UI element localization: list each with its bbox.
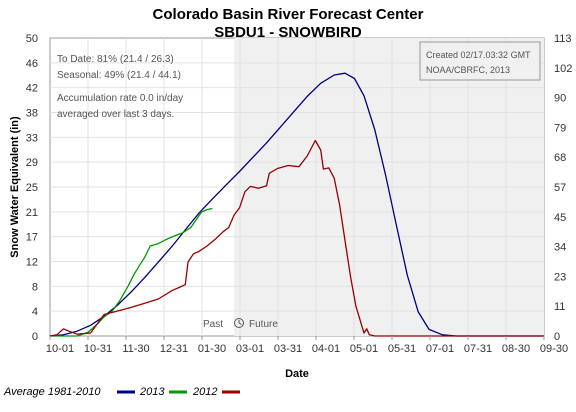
x-tick-label: 07-01 — [426, 343, 454, 355]
clock-icon — [234, 318, 244, 328]
future-label: Future — [249, 319, 278, 330]
note-created: Created 02/17.03:32 GMT — [426, 50, 531, 60]
series-line — [49, 72, 544, 337]
grid-lines — [50, 38, 544, 336]
legend-label-average: Average 1981-2010 — [3, 386, 101, 398]
y-tick-labels: 0 4 8 12 17 21 25 29 33 38 42 46 50 — [26, 33, 38, 343]
x-tick-labels: 10-01 10-31 11-30 12-31 01-30 03-01 03-31 04-01… — [46, 336, 568, 355]
y-tick-label: 12 — [26, 257, 38, 269]
x-tick-label: 10-01 — [46, 343, 74, 355]
x-tick-label: 11-30 — [122, 343, 149, 355]
y-tick-label: 33 — [26, 132, 38, 144]
x-tick-label: 03-31 — [274, 343, 302, 355]
y-axis-label: Snow Water Equivalent (in) — [9, 116, 21, 258]
y-tick-label-right: 23 — [554, 271, 566, 283]
series-line — [49, 139, 544, 337]
y-tick-label-right: 90 — [554, 93, 566, 105]
y-tick-label-right: 34 — [554, 242, 566, 254]
x-tick-label: 07-31 — [464, 343, 492, 355]
x-tick-label: 10-31 — [84, 343, 112, 355]
y-tick-label: 50 — [26, 33, 38, 45]
y-tick-label-right: 79 — [554, 122, 566, 134]
x-tick-label: 05-31 — [388, 343, 416, 355]
y-tick-label: 25 — [26, 182, 38, 194]
past-label: Past — [203, 319, 223, 330]
y-tick-labels-right: 0 11 23 34 45 57 68 79 90 102 113 — [554, 33, 572, 343]
y-tick-label-right: 11 — [554, 301, 565, 313]
note-to-date: To Date: 81% (21.4 / 26.3) — [57, 54, 174, 65]
y-tick-label: 29 — [26, 157, 38, 169]
chart-title: Colorado Basin River Forecast Center — [153, 6, 424, 23]
y-tick-label-right: 113 — [554, 33, 572, 45]
legend-label-2013: 2013 — [139, 386, 165, 398]
legend-label-2012: 2012 — [192, 386, 217, 398]
x-tick-label: 09-30 — [540, 343, 568, 355]
x-tick-label: 12-31 — [160, 343, 188, 355]
x-tick-label: 05-01 — [350, 343, 378, 355]
note-seasonal: Seasonal: 49% (21.4 / 44.1) — [57, 70, 181, 81]
y-tick-label: 21 — [26, 207, 38, 219]
y-tick-label: 42 — [26, 83, 38, 95]
y-tick-label-right: 45 — [554, 212, 566, 224]
x-tick-label: 04-01 — [312, 343, 340, 355]
series-layer — [49, 72, 544, 337]
created-box — [419, 41, 541, 81]
x-axis-label: Date — [285, 368, 309, 380]
x-tick-label: 03-01 — [236, 343, 264, 355]
y-tick-label: 4 — [32, 306, 38, 318]
note-averaged: averaged over last 3 days. — [57, 109, 174, 120]
legend: Average 1981-2010 2013 2012 — [3, 386, 240, 398]
y-tick-label: 38 — [26, 108, 38, 120]
y-tick-label-right: 102 — [554, 63, 572, 75]
y-tick-label-right: 0 — [554, 331, 560, 343]
y-tick-label: 17 — [26, 232, 38, 244]
chart-subtitle: SBDU1 - SNOWBIRD — [214, 24, 362, 41]
y-tick-label-right: 57 — [554, 182, 566, 194]
y-tick-label: 8 — [32, 281, 38, 293]
x-tick-label: 01-30 — [198, 343, 226, 355]
x-tick-label: 08-30 — [502, 343, 530, 355]
y-tick-label: 46 — [26, 58, 38, 70]
y-tick-label: 0 — [32, 331, 38, 343]
y-tick-label-right: 68 — [554, 152, 566, 164]
note-accumulation-rate: Accumulation rate 0.0 in/day — [57, 93, 183, 104]
note-source: NOAA/CBRFC, 2013 — [426, 65, 510, 75]
